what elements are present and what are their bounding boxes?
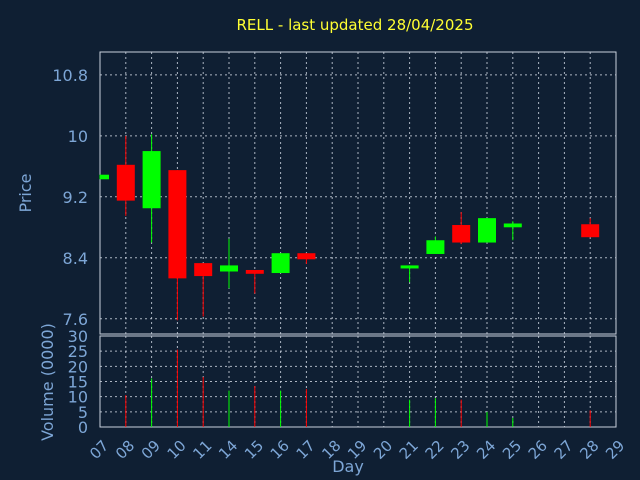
candle-body — [100, 174, 109, 180]
x-tick-label: 14 — [215, 437, 241, 463]
x-tick-label: 16 — [267, 437, 293, 463]
volume-tick-label: 0 — [78, 418, 88, 437]
x-tick-label: 27 — [551, 437, 577, 463]
candle-body — [220, 265, 238, 272]
volume-tick-label: 20 — [68, 357, 88, 376]
x-tick-label: 23 — [447, 437, 473, 463]
volume-tick-label: 30 — [68, 327, 88, 346]
candle-body — [245, 269, 264, 274]
x-axis-label: Day — [332, 457, 364, 476]
x-tick-label: 15 — [241, 437, 267, 463]
price-tick-label: 7.6 — [63, 310, 88, 329]
price-tick-label: 9.2 — [63, 188, 88, 207]
chart-title: RELL - last updated 28/04/2025 — [237, 16, 474, 34]
candle-body — [271, 253, 290, 274]
candle-body — [168, 170, 187, 279]
price-tick-label: 8.4 — [63, 249, 88, 268]
candle-body — [503, 223, 522, 228]
x-tick-label: 17 — [293, 437, 319, 463]
x-tick-label: 29 — [602, 437, 628, 463]
x-tick-label: 08 — [112, 437, 138, 463]
volume-layer — [125, 349, 591, 427]
price-tick-label: 10 — [68, 127, 88, 146]
volume-panel-frame — [99, 335, 617, 428]
x-tick-label: 28 — [576, 437, 602, 463]
price-axis-ticks: 7.6 8.4 9.2 10 10.8 — [52, 66, 88, 329]
price-tick-label: 10.8 — [52, 66, 88, 85]
x-tick-label: 09 — [138, 437, 164, 463]
candle-body — [452, 225, 471, 243]
candle-body — [426, 240, 445, 254]
candle-body — [478, 218, 496, 243]
volume-tick-label: 15 — [68, 373, 88, 392]
candle-body — [194, 263, 213, 277]
x-tick-label: 20 — [370, 437, 396, 463]
candle-body — [581, 224, 600, 238]
x-tick-label: 10 — [164, 437, 190, 463]
volume-tick-label: 25 — [68, 342, 88, 361]
x-tick-label: 26 — [525, 437, 551, 463]
volume-tick-label: 10 — [68, 388, 88, 407]
x-tick-label: 24 — [473, 437, 499, 463]
candle-body — [116, 164, 135, 201]
candle-body — [400, 265, 419, 269]
volume-tick-label: 5 — [78, 403, 88, 422]
price-panel-frame — [99, 51, 617, 335]
volume-axis-label: Volume (0000) — [38, 323, 57, 441]
candles-layer — [99, 134, 600, 321]
candle-body — [297, 253, 316, 260]
x-tick-label: 07 — [86, 437, 112, 463]
x-tick-label: 11 — [189, 437, 215, 463]
candle-body — [142, 151, 161, 209]
price-axis-label: Price — [16, 173, 35, 212]
x-tick-label: 25 — [499, 437, 525, 463]
x-tick-label: 22 — [422, 437, 448, 463]
x-tick-label: 21 — [396, 437, 422, 463]
